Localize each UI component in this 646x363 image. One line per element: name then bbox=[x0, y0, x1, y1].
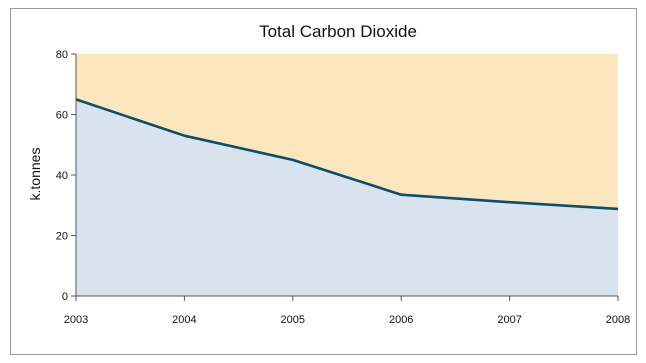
x-tick-label-2006: 2006 bbox=[389, 314, 413, 326]
y-tick-label-40: 40 bbox=[56, 170, 68, 182]
y-axis-label: k.tonnes bbox=[27, 148, 43, 201]
plot-area bbox=[75, 54, 619, 297]
chart-title: Total Carbon Dioxide bbox=[259, 22, 417, 41]
x-tick-label-2003: 2003 bbox=[64, 314, 88, 326]
x-tick-label-2007: 2007 bbox=[497, 314, 521, 326]
x-tick-label-2008: 2008 bbox=[606, 314, 630, 326]
series-line bbox=[75, 98, 619, 211]
area-fill bbox=[76, 99, 618, 297]
y-tick-label-60: 60 bbox=[56, 110, 68, 122]
y-tick-label-0: 0 bbox=[62, 291, 68, 303]
x-tick-label-2005: 2005 bbox=[281, 314, 305, 326]
axis-ticks: 0 20 40 60 80 2003 2004 2005 2006 2007 2008 bbox=[56, 49, 630, 326]
y-tick-label-20: 20 bbox=[56, 231, 68, 243]
x-tick-label-2004: 2004 bbox=[172, 314, 196, 326]
y-tick-label-80: 80 bbox=[56, 49, 68, 61]
